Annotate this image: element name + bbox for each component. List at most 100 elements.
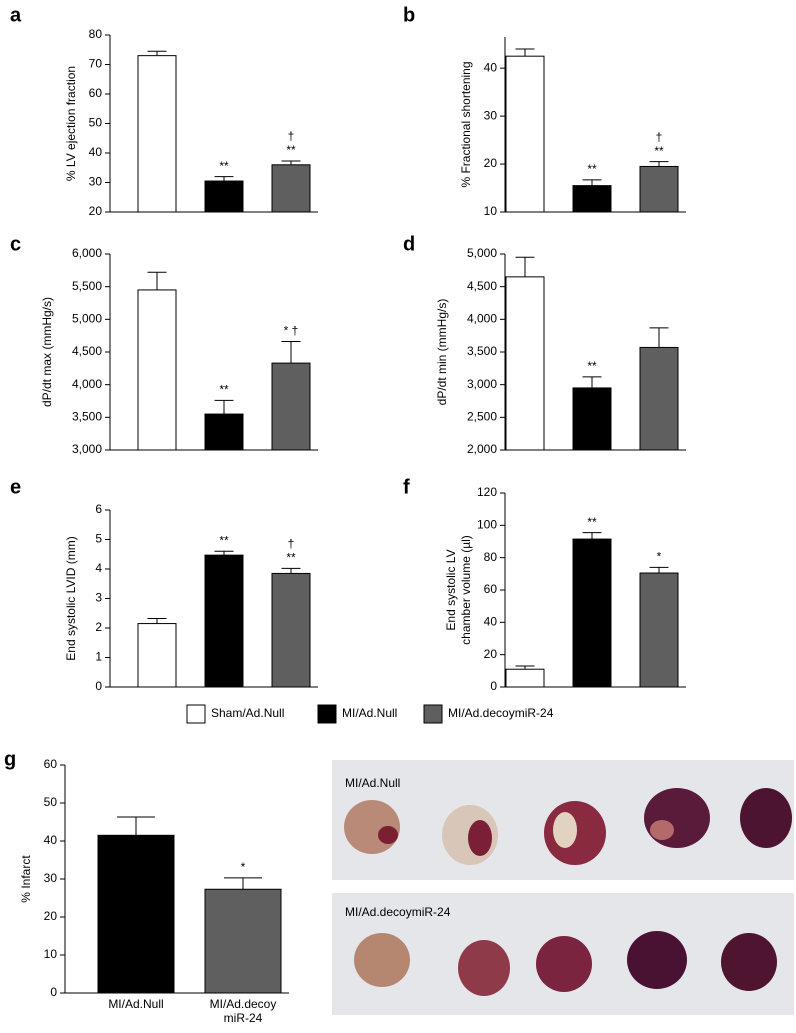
y-tick-label: 80	[484, 550, 498, 564]
y-tick-label: 4	[95, 561, 102, 575]
y-axis-label: % LV ejection fraction	[64, 66, 78, 181]
bar	[572, 538, 612, 688]
y-axis-label: % Fractional shortening	[459, 61, 473, 187]
y-tick-label: 30	[89, 175, 103, 189]
bar	[271, 362, 311, 451]
y-tick-label: 120	[477, 485, 497, 499]
y-tick-label: 10	[44, 947, 58, 961]
bar	[97, 834, 175, 994]
bar	[505, 276, 545, 451]
bar	[204, 413, 244, 451]
bar	[271, 572, 311, 688]
y-tick-label: 6	[95, 502, 102, 516]
annotation: **	[219, 533, 229, 547]
legend-label: MI/Ad.Null	[342, 706, 397, 720]
y-tick-label: 2,000	[467, 442, 497, 456]
y-tick-label: 10	[484, 204, 498, 218]
y-axis-label: End systolic LVID (mm)	[64, 536, 78, 660]
annotation: †	[288, 129, 295, 143]
y-tick-label: 40	[89, 145, 103, 159]
annotation: **	[286, 143, 296, 157]
y-tick-label: 3,000	[467, 377, 497, 391]
annotation: **	[587, 515, 597, 529]
bar	[639, 572, 679, 688]
bar	[505, 55, 545, 213]
y-tick-label: 30	[44, 871, 58, 885]
y-tick-label: 4,000	[72, 377, 102, 391]
y-tick-label: 5,000	[72, 312, 102, 326]
legend-label: MI/Ad.decoymiR-24	[448, 706, 554, 720]
y-tick-label: 3,500	[467, 344, 497, 358]
bar	[204, 888, 282, 994]
annotation: **	[286, 551, 296, 565]
y-tick-label: 30	[484, 108, 498, 122]
x-tick-label: MI/Ad.Null	[108, 997, 163, 1011]
legend-swatch	[186, 704, 206, 724]
y-tick-label: 50	[89, 116, 103, 130]
y-tick-label: 0	[50, 985, 57, 999]
annotation: *	[657, 550, 662, 564]
y-tick-label: 20	[44, 909, 58, 923]
legend-label: Sham/Ad.Null	[211, 706, 284, 720]
annotation: **	[219, 383, 229, 397]
bar	[204, 180, 244, 213]
y-tick-label: 20	[484, 156, 498, 170]
panel-letter: d	[403, 233, 415, 255]
y-tick-label: 6,000	[72, 246, 102, 260]
panel-letter: f	[403, 476, 410, 498]
bar	[137, 55, 177, 213]
bar	[572, 185, 612, 213]
annotation: **	[587, 162, 597, 176]
y-tick-label: 70	[89, 57, 103, 71]
y-tick-label: 20	[484, 647, 498, 661]
bar	[639, 165, 679, 213]
y-tick-label: 100	[477, 518, 497, 532]
panel-letter: a	[10, 4, 22, 26]
y-axis-label: % Infarct	[19, 855, 33, 903]
annotation: **	[654, 144, 664, 158]
y-tick-label: 0	[95, 679, 102, 693]
y-tick-label: 60	[44, 757, 58, 771]
y-tick-label: 60	[89, 86, 103, 100]
y-tick-label: 3	[95, 591, 102, 605]
annotation: †	[656, 130, 663, 144]
y-axis-label: End systolic LV	[444, 549, 458, 630]
annotation: * †	[284, 324, 299, 338]
annotation: **	[587, 359, 597, 373]
y-tick-label: 4,000	[467, 312, 497, 326]
y-tick-label: 40	[484, 615, 498, 629]
x-tick-label: miR-24	[224, 1011, 263, 1025]
photo-label: MI/Ad.decoymiR-24	[345, 905, 451, 919]
y-tick-label: 5,500	[72, 279, 102, 293]
y-tick-label: 2,500	[467, 410, 497, 424]
heart-slices	[344, 788, 792, 996]
photo-label: MI/Ad.Null	[345, 776, 400, 790]
y-tick-label: 60	[484, 582, 498, 596]
panel-letter: c	[10, 233, 21, 255]
y-tick-label: 5,000	[467, 246, 497, 260]
y-tick-label: 0	[490, 679, 497, 693]
bar	[639, 346, 679, 451]
y-axis-label: chamber volume (µl)	[459, 535, 473, 645]
y-tick-label: 40	[44, 833, 58, 847]
y-tick-label: 3,000	[72, 442, 102, 456]
bar	[505, 668, 545, 688]
y-tick-label: 50	[44, 795, 58, 809]
bar	[271, 164, 311, 213]
y-tick-label: 80	[89, 27, 103, 41]
bar	[204, 554, 244, 688]
legend-swatch	[317, 704, 337, 724]
bar	[572, 387, 612, 451]
bar	[137, 289, 177, 451]
annotation: †	[288, 537, 295, 551]
y-axis-label: dP/dt min (mmHg/s)	[435, 299, 449, 406]
bar	[137, 623, 177, 688]
y-tick-label: 4,500	[467, 279, 497, 293]
panel-letter: b	[403, 4, 415, 26]
y-tick-label: 5	[95, 532, 102, 546]
legend-swatch	[423, 704, 443, 724]
y-tick-label: 20	[89, 204, 103, 218]
y-tick-label: 1	[95, 650, 102, 664]
y-tick-label: 2	[95, 620, 102, 634]
